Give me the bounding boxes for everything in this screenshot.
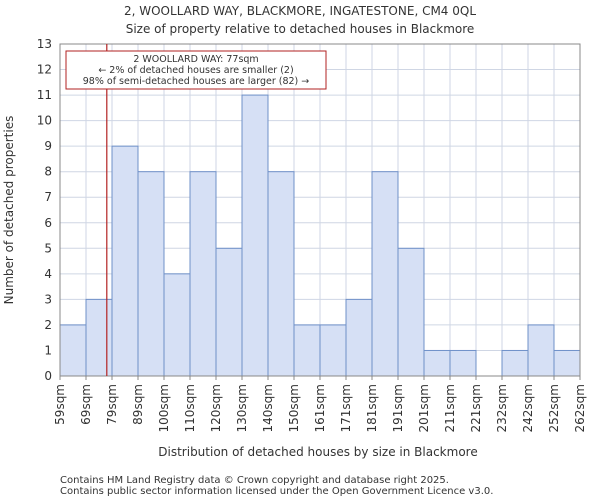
histogram-bar bbox=[85, 298, 113, 377]
x-tick-label: 100sqm bbox=[157, 384, 171, 432]
x-tick-label: 161sqm bbox=[313, 384, 327, 432]
x-tick-label: 232sqm bbox=[495, 384, 509, 432]
x-tick-label: 140sqm bbox=[261, 384, 275, 432]
annotation-line: 98% of semi-detached houses are larger (… bbox=[83, 76, 310, 87]
y-tick-label: 11 bbox=[37, 88, 52, 102]
y-tick-label: 5 bbox=[44, 241, 52, 255]
chart-subtitle: Size of property relative to detached ho… bbox=[126, 22, 475, 36]
histogram-bar bbox=[215, 247, 243, 377]
histogram-bar bbox=[163, 273, 191, 377]
footer-line-2: Contains public sector information licen… bbox=[60, 486, 493, 497]
footer-line-1: Contains HM Land Registry data © Crown c… bbox=[60, 475, 449, 486]
x-tick-label: 130sqm bbox=[235, 384, 249, 432]
histogram-bar bbox=[267, 171, 295, 377]
y-tick-label: 0 bbox=[44, 369, 52, 383]
y-tick-label: 3 bbox=[44, 292, 52, 306]
histogram-bar bbox=[501, 349, 529, 377]
property-marker: 2 WOOLLARD WAY: 77sqm← 2% of detached ho… bbox=[65, 44, 327, 376]
y-tick-label: 13 bbox=[37, 37, 52, 51]
x-tick-label: 211sqm bbox=[443, 384, 457, 432]
histogram-bar bbox=[527, 324, 555, 377]
annotation-line: 2 WOOLLARD WAY: 77sqm bbox=[133, 54, 258, 65]
x-tick-label: 221sqm bbox=[469, 384, 483, 432]
x-tick-label: 110sqm bbox=[183, 384, 197, 432]
histogram-bar bbox=[319, 324, 347, 377]
histogram-bar bbox=[137, 171, 165, 377]
x-tick-label: 201sqm bbox=[417, 384, 431, 432]
x-tick-label: 252sqm bbox=[547, 384, 561, 432]
histogram-bar bbox=[553, 349, 581, 377]
histogram-bar bbox=[449, 349, 477, 377]
x-tick-label: 181sqm bbox=[365, 384, 379, 432]
y-tick-label: 7 bbox=[44, 190, 52, 204]
histogram-bar bbox=[59, 324, 87, 377]
histogram-bar bbox=[371, 171, 399, 377]
y-tick-label: 12 bbox=[37, 63, 52, 77]
x-tick-label: 69sqm bbox=[79, 384, 93, 425]
x-tick-label: 191sqm bbox=[391, 384, 405, 432]
y-tick-label: 6 bbox=[44, 216, 52, 230]
histogram-bar bbox=[111, 145, 139, 377]
x-tick-label: 242sqm bbox=[521, 384, 535, 432]
bars bbox=[59, 94, 581, 377]
x-tick-labels: 59sqm 69sqm 79sqm 89sqm 100sqm 110sqm 120sqm 13… bbox=[53, 384, 587, 432]
histogram-bar bbox=[241, 94, 269, 377]
annotation-box bbox=[65, 50, 327, 90]
y-axis-label: Number of detached properties bbox=[2, 116, 16, 305]
annotation-line: ← 2% of detached houses are smaller (2) bbox=[98, 65, 293, 76]
histogram-bar bbox=[293, 324, 321, 377]
x-tick-label: 150sqm bbox=[287, 384, 301, 432]
y-tick-label: 8 bbox=[44, 165, 52, 179]
histogram-bar bbox=[397, 247, 425, 377]
x-tick-label: 120sqm bbox=[209, 384, 223, 432]
y-tick-label: 4 bbox=[44, 267, 52, 281]
axes bbox=[59, 43, 581, 380]
x-axis-label: Distribution of detached houses by size … bbox=[158, 445, 477, 459]
y-tick-label: 10 bbox=[37, 114, 52, 128]
x-tick-label: 79sqm bbox=[105, 384, 119, 425]
y-tick-label: 1 bbox=[44, 343, 52, 357]
x-tick-label: 89sqm bbox=[131, 384, 145, 425]
x-tick-label: 171sqm bbox=[339, 384, 353, 432]
histogram-bar bbox=[189, 171, 217, 377]
y-tick-label: 9 bbox=[44, 139, 52, 153]
x-tick-label: 59sqm bbox=[53, 384, 67, 425]
histogram-bar bbox=[345, 298, 373, 377]
chart-title: 2, WOOLLARD WAY, BLACKMORE, INGATESTONE,… bbox=[124, 4, 476, 18]
x-tick-label: 262sqm bbox=[573, 384, 587, 432]
histogram-bar bbox=[423, 349, 451, 377]
y-tick-label: 2 bbox=[44, 318, 52, 332]
